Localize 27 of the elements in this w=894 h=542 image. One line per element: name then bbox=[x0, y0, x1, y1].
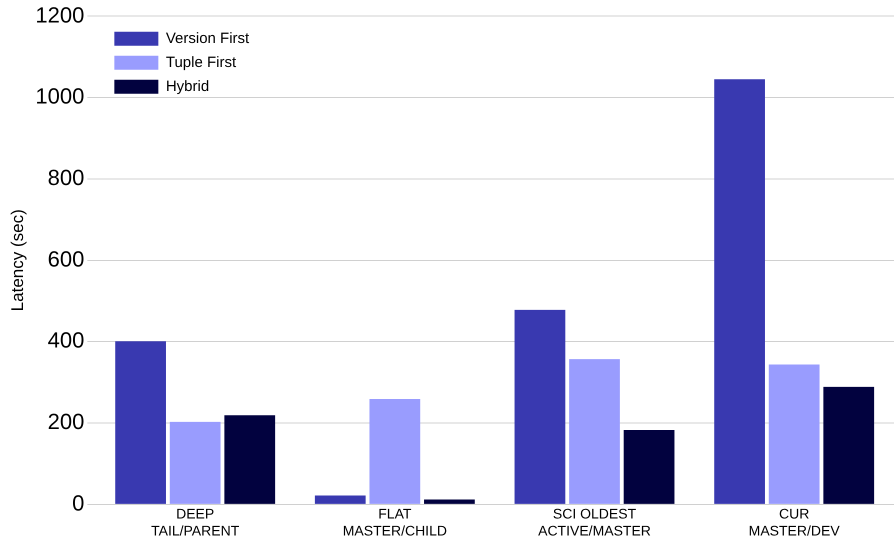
x-tick-label: SCI OLDEST ACTIVE/MASTER bbox=[538, 506, 651, 538]
bar bbox=[314, 495, 366, 504]
x-tick-label: DEEP TAIL/PARENT bbox=[151, 506, 240, 538]
legend-label: Tuple First bbox=[166, 54, 237, 71]
bar bbox=[823, 386, 874, 504]
bar bbox=[569, 359, 620, 504]
bar bbox=[514, 310, 566, 504]
y-tick-label: 1000 bbox=[35, 84, 84, 109]
legend-label: Hybrid bbox=[166, 78, 210, 95]
bar bbox=[170, 422, 221, 504]
bar bbox=[424, 500, 475, 504]
y-tick-label: 800 bbox=[48, 164, 84, 190]
y-tick-label: 1200 bbox=[35, 2, 84, 28]
bar bbox=[115, 341, 166, 504]
legend-label: Version First bbox=[166, 30, 250, 47]
bar bbox=[624, 430, 674, 504]
y-tick-label: 0 bbox=[72, 490, 84, 516]
y-axis-title: Latency (sec) bbox=[8, 209, 27, 312]
x-tick-label: CUR MASTER/DEV bbox=[748, 506, 840, 538]
x-tick-label: FLAT MASTER/CHILD bbox=[342, 506, 447, 538]
bar bbox=[714, 79, 765, 504]
y-tick-label: 200 bbox=[48, 409, 84, 434]
y-tick-label: 400 bbox=[48, 328, 84, 353]
bar bbox=[768, 364, 820, 504]
bar bbox=[224, 415, 276, 504]
y-tick-label: 600 bbox=[48, 246, 84, 272]
bar bbox=[369, 399, 420, 504]
